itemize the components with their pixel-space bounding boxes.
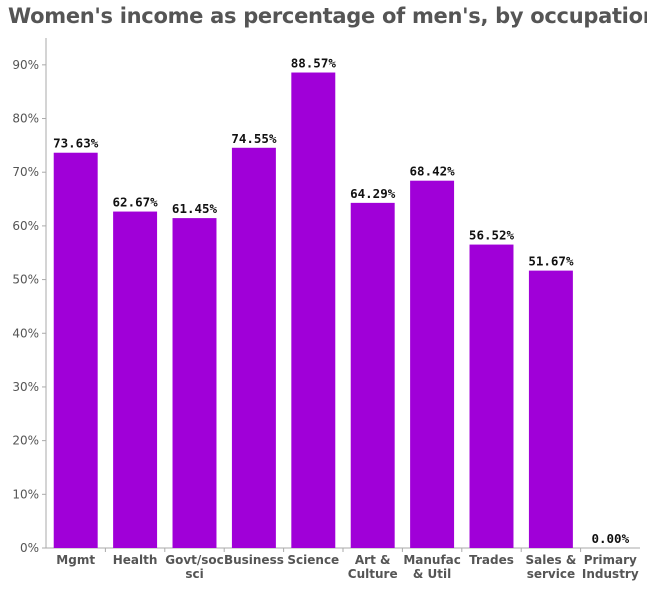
data-label: 68.42%: [410, 164, 456, 179]
data-label: 88.57%: [291, 56, 337, 71]
x-tick-label: Sales &: [526, 553, 577, 567]
bar: [113, 211, 158, 549]
x-tick-label: Manufac: [403, 553, 461, 567]
y-tick-label: 60%: [12, 219, 39, 233]
bar: [231, 147, 276, 548]
data-label: 61.45%: [172, 201, 218, 216]
data-label: 56.52%: [469, 228, 515, 243]
x-tick-label: Govt/soc: [165, 553, 224, 567]
y-tick-label: 70%: [12, 165, 39, 179]
x-tick-label: Trades: [469, 553, 514, 567]
x-tick-label: sci: [185, 567, 203, 581]
x-tick-label: Art &: [355, 553, 391, 567]
y-tick-label: 50%: [12, 273, 39, 287]
x-tick-label: Primary: [584, 553, 637, 567]
x-tick-label: Science: [287, 553, 339, 567]
x-tick-label: Health: [113, 553, 158, 567]
bar: [410, 180, 455, 548]
x-tick-label: service: [527, 567, 575, 581]
x-tick-label: & Util: [413, 567, 451, 581]
data-label: 64.29%: [350, 186, 396, 201]
data-label: 51.67%: [528, 254, 574, 269]
bar: [469, 244, 514, 548]
bar: [350, 202, 395, 549]
bar: [528, 270, 573, 548]
x-tick-label: Industry: [582, 567, 639, 581]
y-tick-label: 20%: [12, 434, 39, 448]
y-tick-label: 90%: [12, 58, 39, 72]
bar: [291, 72, 336, 548]
y-tick-label: 80%: [12, 112, 39, 126]
y-tick-label: 40%: [12, 326, 39, 340]
x-tick-label: Business: [224, 553, 284, 567]
y-tick-label: 10%: [12, 487, 39, 501]
y-tick-label: 0%: [20, 541, 39, 555]
data-label: 74.55%: [231, 131, 277, 146]
data-label: 73.63%: [53, 136, 99, 151]
data-label: 0.00%: [591, 531, 629, 546]
x-tick-label: Mgmt: [56, 553, 95, 567]
data-label: 62.67%: [113, 195, 159, 210]
chart-title: Women's income as percentage of men's, b…: [8, 4, 647, 28]
y-tick-label: 30%: [12, 380, 39, 394]
bar: [53, 152, 98, 549]
bar: [172, 218, 217, 548]
x-tick-label: Culture: [348, 567, 398, 581]
